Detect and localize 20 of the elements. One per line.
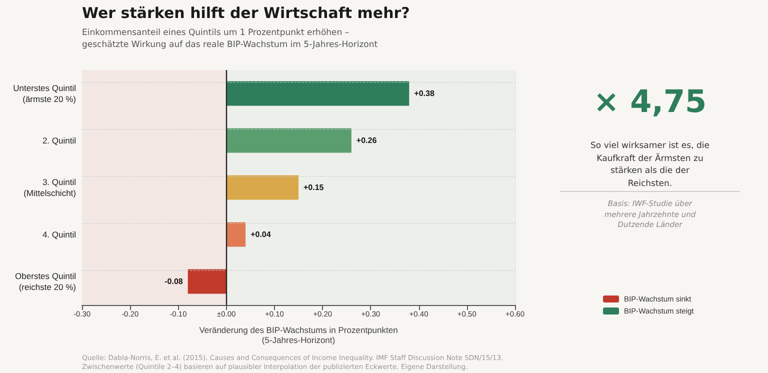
chart-subtitle: Einkommensanteil eines Quintils um 1 Prozentpunkt erhöhen – geschätzte Wirkung auf das reale BIP-Wachstum im 5-Jahres-Horizont (82, 27, 378, 51)
data-label: +0.04 (250, 230, 272, 239)
y-tick-label: 2. Quintil (42, 136, 76, 146)
text: So viel wirksamer ist es, die Kaufkraft der Ärmsten zu stärken als die der Reichsten. (590, 140, 710, 190)
data-label: -0.08 (164, 277, 184, 286)
data-label: +0.26 (356, 136, 378, 145)
data-label: +0.38 (414, 89, 435, 98)
y-tick-label: 4. Quintil (42, 230, 76, 240)
bar (188, 269, 226, 294)
y-tick-label: Oberstes Quintil (reichste 20 %) (15, 271, 76, 292)
text: × 4,75 (592, 84, 708, 120)
chart-title: Wer stärken hilft der Wirtschaft mehr? (82, 4, 410, 22)
data-label: +0.15 (304, 183, 324, 192)
x-axis-title: Veränderung des BIP-Wachstums in Prozentpunkten (5-Jahres-Horizont) (199, 325, 398, 345)
bar (226, 81, 410, 106)
y-tick-label: 3. Quintil (Mittelschicht) (24, 177, 76, 198)
bar (226, 222, 246, 247)
bar (226, 128, 352, 153)
y-tick-label: Unterstes Quintil (ärmste 20 %) (13, 83, 76, 104)
bar (226, 175, 298, 200)
